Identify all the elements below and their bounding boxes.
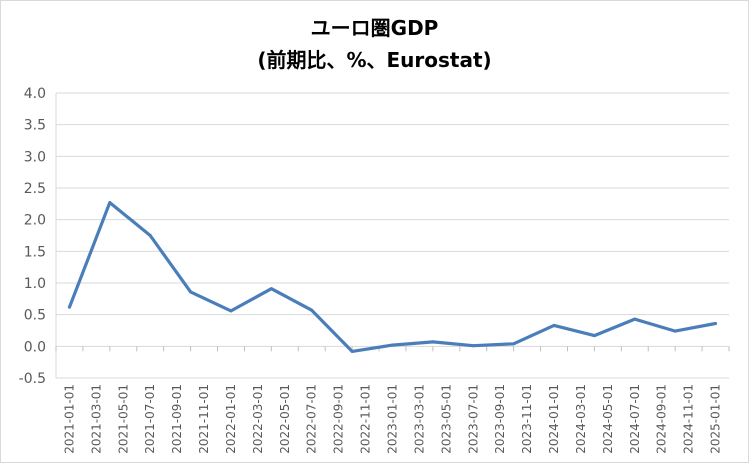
- x-tick-label: 2022-01-01: [224, 384, 238, 454]
- x-tick-label: 2021-03-01: [89, 384, 103, 454]
- y-tick-label: 4.0: [24, 86, 46, 102]
- data-point: [673, 329, 677, 333]
- y-tick-label: -0.5: [19, 371, 46, 387]
- x-tick-label: 2022-09-01: [332, 384, 346, 454]
- x-tick-label: 2021-05-01: [116, 384, 130, 454]
- x-tick-label: 2022-11-01: [359, 384, 373, 454]
- x-tick-label: 2023-03-01: [412, 384, 426, 454]
- data-point: [512, 342, 516, 346]
- data-point: [229, 309, 233, 313]
- data-point: [633, 317, 637, 321]
- x-tick-label: 2021-07-01: [143, 384, 157, 454]
- y-tick-label: 2.0: [24, 213, 46, 229]
- x-tick-label: 2022-03-01: [251, 384, 265, 454]
- data-point: [350, 349, 354, 353]
- x-tick-label: 2021-01-01: [62, 384, 76, 454]
- data-point: [67, 305, 71, 309]
- y-tick-label: 1.0: [24, 276, 46, 292]
- x-tick-label: 2023-11-01: [520, 384, 534, 454]
- data-point: [552, 323, 556, 327]
- chart-title: ユーロ圏GDP: [310, 16, 439, 40]
- x-tick-label: 2024-01-01: [547, 384, 561, 454]
- x-tick-label: 2023-05-01: [439, 384, 453, 454]
- data-point: [714, 322, 718, 326]
- data-point: [391, 343, 394, 347]
- x-tick-label: 2024-03-01: [574, 384, 588, 454]
- y-tick-label: 3.5: [24, 118, 46, 134]
- y-tick-label: 2.5: [24, 181, 46, 197]
- x-tick-label: 2024-05-01: [601, 384, 615, 454]
- data-point: [108, 201, 112, 205]
- x-tick-label: 2021-11-01: [197, 384, 211, 454]
- x-tick-label: 2024-11-01: [682, 384, 696, 454]
- data-point: [310, 308, 314, 312]
- x-tick-label: 2023-09-01: [493, 384, 507, 454]
- x-tick-label: 2022-05-01: [278, 384, 292, 454]
- data-point: [148, 234, 152, 237]
- x-tick-label: 2025-01-01: [709, 384, 723, 454]
- x-tick-label: 2023-01-01: [386, 384, 400, 454]
- data-point: [189, 290, 193, 294]
- data-point: [431, 340, 435, 344]
- x-tick-label: 2021-09-01: [170, 384, 184, 454]
- x-tick-label: 2023-07-01: [466, 384, 480, 454]
- data-point: [592, 334, 596, 338]
- y-tick-label: 0.5: [24, 308, 46, 324]
- data-point: [471, 344, 475, 348]
- chart-subtitle: (前期比、%、Eurostat): [257, 48, 492, 72]
- x-tick-label: 2022-07-01: [305, 384, 319, 454]
- series-line: [67, 201, 718, 353]
- y-tick-label: 1.5: [24, 244, 46, 260]
- y-tick-label: 3.0: [24, 149, 46, 165]
- y-tick-label: 0.0: [24, 339, 46, 355]
- data-point: [269, 287, 273, 291]
- x-tick-label: 2024-09-01: [655, 384, 669, 454]
- x-tick-label: 2024-07-01: [628, 384, 642, 454]
